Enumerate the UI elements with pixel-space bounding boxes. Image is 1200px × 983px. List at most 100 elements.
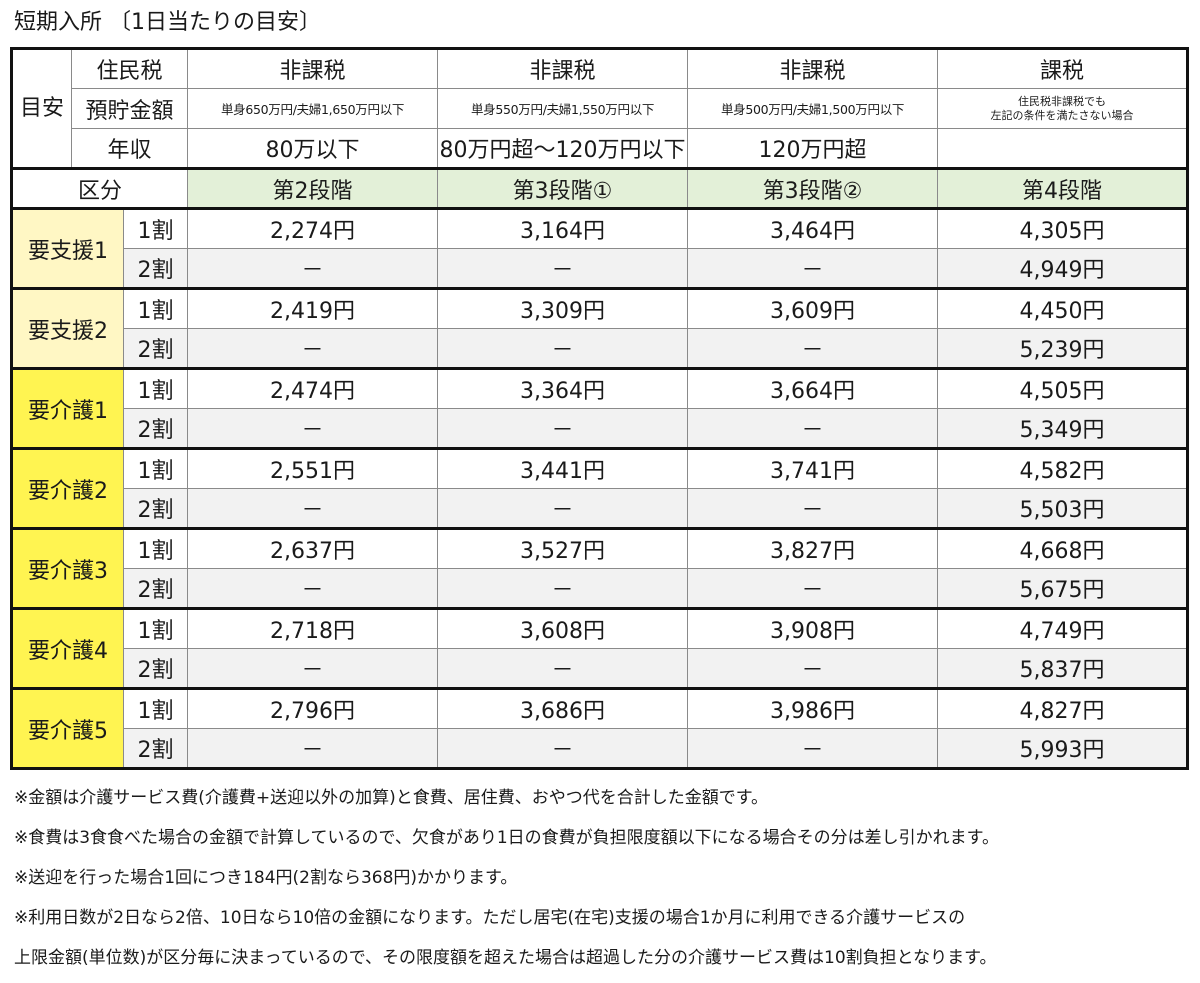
fee-value: 2,551円 <box>187 448 439 489</box>
table-row: 要介護2 1割 2,551円 3,441円 3,741円 4,582円 <box>11 448 1189 530</box>
income-col-2: 80万円超～120万円以下 <box>437 128 689 170</box>
fee-value: 3,527円 <box>437 528 689 569</box>
fee-value: 3,441円 <box>437 448 689 489</box>
kubun-label: 区分 <box>10 168 189 210</box>
copay-rate: 2割 <box>122 728 189 769</box>
header-row-stage: 区分 第2段階 第3段階① 第3段階② 第4段階 <box>10 168 1189 210</box>
fee-value: 5,993円 <box>937 728 1189 769</box>
care-level: 要介護1 <box>11 368 124 450</box>
header-row-tax: 目安 住民税 非課税 非課税 非課税 課税 <box>11 48 1189 170</box>
juminzei-label: 住民税 <box>70 48 189 89</box>
stage-col-3: 第3段階② <box>687 168 939 210</box>
care-level: 要介護2 <box>11 448 124 530</box>
copay-rate: 1割 <box>122 688 189 729</box>
fee-value: 4,450円 <box>937 288 1189 329</box>
fee-value: 3,608円 <box>437 608 689 649</box>
savings-col-3: 単身500万円/夫婦1,500万円以下 <box>687 88 939 129</box>
table-row: 2割 － － － 5,239円 <box>12 328 1189 370</box>
note-line: 上限金額(単位数)が区分毎に決まっているので、その限度額を超えた場合は超過した分… <box>14 948 997 968</box>
copay-rate: 2割 <box>122 568 189 610</box>
fee-value: 3,364円 <box>437 368 689 409</box>
table-row: 2割 － － － 5,349円 <box>12 408 1189 450</box>
fee-value: － <box>687 328 939 370</box>
copay-rate: 2割 <box>122 248 189 290</box>
care-level: 要介護4 <box>11 608 124 690</box>
care-level: 要介護3 <box>11 528 124 610</box>
fee-value: 2,637円 <box>187 528 439 569</box>
fee-value: 5,239円 <box>937 328 1189 370</box>
fee-value: 2,274円 <box>187 208 439 249</box>
fee-value: － <box>187 328 439 370</box>
fee-value: 3,908円 <box>687 608 939 649</box>
fee-value: － <box>187 568 439 610</box>
table-row: 要介護1 1割 2,474円 3,364円 3,664円 4,505円 <box>11 368 1189 450</box>
table-row: 要介護4 1割 2,718円 3,608円 3,908円 4,749円 <box>11 608 1189 690</box>
fee-value: － <box>687 568 939 610</box>
fee-value: 4,949円 <box>937 248 1189 290</box>
fee-value: － <box>187 488 439 530</box>
fee-value: 3,686円 <box>437 688 689 729</box>
table-row: 2割 － － － 5,503円 <box>12 488 1189 530</box>
fee-value: － <box>687 648 939 690</box>
table-row: 2割 － － － 5,675円 <box>12 568 1189 610</box>
fee-value: 4,827円 <box>937 688 1189 729</box>
yochokin-label: 預貯金額 <box>70 88 189 129</box>
fee-value: 3,986円 <box>687 688 939 729</box>
note-line: ※金額は介護サービス費(介護費+送迎以外の加算)と食費、居住費、おやつ代を合計し… <box>14 788 769 808</box>
fee-value: 3,164円 <box>437 208 689 249</box>
fee-table: 目安 住民税 非課税 非課税 非課税 課税 預貯金額 単身650万円/夫婦1,6… <box>10 47 1190 770</box>
copay-rate: 2割 <box>122 488 189 530</box>
table-row: 要支援2 1割 2,419円 3,309円 3,609円 4,450円 <box>11 288 1189 370</box>
table-row: 要介護3 1割 2,637円 3,527円 3,827円 4,668円 <box>11 528 1189 610</box>
copay-rate: 1割 <box>122 608 189 649</box>
table-row: 2割 － － － 5,993円 <box>12 728 1189 769</box>
income-col-1: 80万以下 <box>187 128 439 170</box>
fee-value: 5,349円 <box>937 408 1189 450</box>
table-row: 2割 － － － 4,949円 <box>12 248 1189 290</box>
fee-value: 4,582円 <box>937 448 1189 489</box>
copay-rate: 1割 <box>122 368 189 409</box>
fee-value: － <box>687 408 939 450</box>
fee-value: 5,837円 <box>937 648 1189 690</box>
savings-col-2: 単身550万円/夫婦1,550万円以下 <box>437 88 689 129</box>
fee-value: － <box>437 328 689 370</box>
fee-value: 4,305円 <box>937 208 1189 249</box>
copay-rate: 2割 <box>122 328 189 370</box>
fee-value: 5,503円 <box>937 488 1189 530</box>
care-level: 要支援2 <box>11 288 124 370</box>
copay-rate: 2割 <box>122 408 189 450</box>
income-col-4 <box>937 128 1189 170</box>
care-level: 要支援1 <box>11 208 124 290</box>
fee-value: － <box>687 728 939 769</box>
table-row: 要介護5 1割 2,796円 3,686円 3,986円 4,827円 <box>11 688 1189 769</box>
fee-value: 4,749円 <box>937 608 1189 649</box>
note-line: ※利用日数が2日なら2倍、10日なら10倍の金額になります。ただし居宅(在宅)支… <box>14 908 966 928</box>
fee-value: － <box>187 648 439 690</box>
copay-rate: 2割 <box>122 648 189 690</box>
tax-col-3: 非課税 <box>687 48 939 89</box>
fee-value: 2,796円 <box>187 688 439 729</box>
fee-value: 2,718円 <box>187 608 439 649</box>
fee-value: 2,419円 <box>187 288 439 329</box>
fee-value: 3,827円 <box>687 528 939 569</box>
fee-value: － <box>437 728 689 769</box>
copay-rate: 1割 <box>122 528 189 569</box>
meyasu-text: 目安 <box>19 95 64 121</box>
tax-col-1: 非課税 <box>187 48 439 89</box>
table-row: 2割 － － － 5,837円 <box>12 648 1189 690</box>
copay-rate: 1割 <box>122 288 189 329</box>
header-row-income: 年収 80万以下 80万円超～120万円以下 120万円超 <box>12 128 1189 170</box>
note-line: ※送迎を行った場合1回につき184円(2割なら368円)かかります。 <box>14 868 518 888</box>
fee-value: － <box>437 248 689 290</box>
fee-value: 4,668円 <box>937 528 1189 569</box>
stage-col-2: 第3段階① <box>437 168 689 210</box>
tax-col-2: 非課税 <box>437 48 689 89</box>
header-row-savings: 預貯金額 単身650万円/夫婦1,650万円以下 単身550万円/夫婦1,550… <box>12 88 1189 129</box>
fee-value: 4,505円 <box>937 368 1189 409</box>
notes: ※金額は介護サービス費(介護費+送迎以外の加算)と食費、居住費、おやつ代を合計し… <box>14 783 1190 983</box>
meyasu-label: 目安 <box>11 48 72 170</box>
fee-value: － <box>687 488 939 530</box>
fee-value: － <box>437 648 689 690</box>
fee-value: － <box>437 488 689 530</box>
fee-value: － <box>187 728 439 769</box>
